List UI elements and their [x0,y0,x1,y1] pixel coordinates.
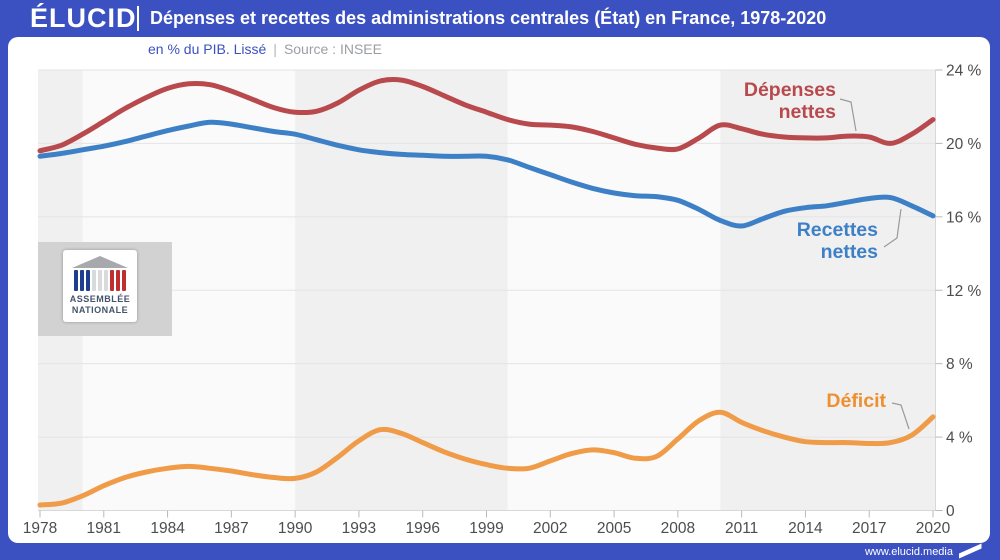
footer: www.elucid.media [865,543,982,560]
depenses-leader-line [839,98,857,132]
elucid-logo: ÉLUCID [30,3,137,33]
recettes-label-line2: nettes [821,241,879,263]
y-tick-label-0: 0 [946,503,955,520]
x-tick-label-1990: 1990 [278,520,313,537]
depenses-label-line1: Dépenses [744,79,836,101]
assemblee-nationale-label: ASSEMBLÉE NATIONALE [69,294,131,315]
x-tick-label-2014: 2014 [788,520,823,537]
assemblee-nationale-watermark: ASSEMBLÉE NATIONALE [38,242,172,336]
recettes-leader-line [883,208,902,248]
line-recettes [37,119,936,229]
deficit-label-line1: Déficit [826,390,886,412]
header-divider [137,6,139,31]
x-tick-label-1978: 1978 [23,520,57,537]
assemblee-nationale-logo: ASSEMBLÉE NATIONALE [63,250,137,322]
pediment-icon [72,256,128,268]
chart-subtitle: en % du PIB. Lissé | Source : INSEE [148,41,382,57]
deficit-leader-line [891,402,910,430]
x-tick-label-1993: 1993 [342,520,376,537]
x-tick-label-2002: 2002 [533,520,567,537]
x-tick-label-1987: 1987 [214,520,248,537]
x-tick-label-2011: 2011 [725,520,758,537]
x-tick-label-2005: 2005 [597,520,631,537]
line-depenses [37,77,936,154]
unit-label: en % du PIB. Lissé [148,41,267,57]
x-tick-label-2017: 2017 [852,520,886,537]
source-label: Source : INSEE [283,41,382,57]
header-bar: ÉLUCID Dépenses et recettes des administ… [0,0,1000,37]
x-tick-label-1999: 1999 [469,520,503,537]
x-tick-label-1981: 1981 [87,520,121,537]
elucid-flag-icon [959,543,982,559]
subtitle-separator: | [273,41,277,57]
depenses-label-line2: nettes [779,101,837,123]
y-tick-label-4: 4 % [946,430,973,447]
x-tick-label-2008: 2008 [661,520,695,537]
y-tick-label-12: 12 % [946,283,982,300]
x-tick-label-2020: 2020 [916,520,951,537]
y-tick-label-20: 20 % [946,136,982,153]
x-tick-label-1996: 1996 [405,520,439,537]
line-deficit [37,409,936,508]
x-tick-label-1984: 1984 [150,520,185,537]
y-tick-label-24: 24 % [946,63,982,80]
columns-icon [63,270,137,291]
recettes-label-line1: Recettes [797,219,878,241]
website-link[interactable]: www.elucid.media [864,545,953,558]
page-title: Dépenses et recettes des administrations… [150,8,827,28]
y-tick-label-16: 16 % [946,209,982,226]
y-tick-label-8: 8 % [946,356,973,373]
